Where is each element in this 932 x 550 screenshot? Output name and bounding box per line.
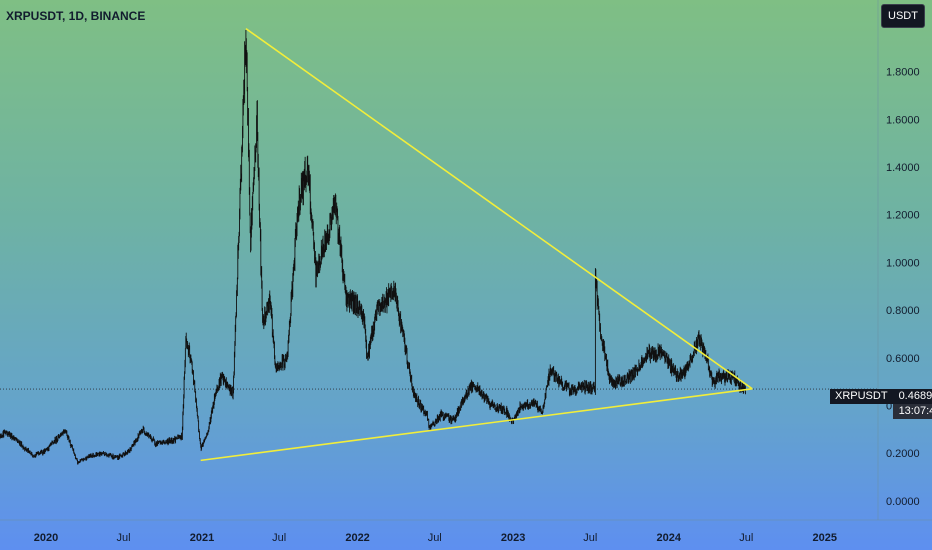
price-tick-label: 0.0000: [886, 496, 920, 508]
time-tick-label: Jul: [583, 532, 597, 544]
time-axis[interactable]: 2020 Jul 2021 Jul 2022 Jul 2023 Jul 2024 Jul 2025: [34, 532, 837, 544]
time-tick-label: Jul: [428, 532, 442, 544]
time-tick-label: 2023: [501, 532, 525, 544]
time-tick-label: Jul: [117, 532, 131, 544]
price-tag-value: 0.4689: [893, 389, 932, 404]
currency-button[interactable]: USDT: [881, 4, 925, 28]
price-tick-label: 0.8000: [886, 305, 920, 317]
trendline[interactable]: [246, 29, 752, 389]
price-tag-symbol: XRPUSDT: [830, 389, 893, 404]
symbol-title: XRPUSDT, 1D, BINANCE: [6, 9, 145, 23]
triangle-trendlines[interactable]: [201, 29, 753, 461]
time-tick-label: 2020: [34, 532, 58, 544]
price-tick-label: 0.2000: [886, 448, 920, 460]
time-tick-label: 2025: [812, 532, 836, 544]
time-tick-label: 2022: [345, 532, 369, 544]
last-price-tag: XRPUSDT 0.4689 13:07:47: [830, 389, 932, 419]
time-tick-label: Jul: [272, 532, 286, 544]
time-tick-label: 2024: [656, 532, 681, 544]
price-tick-label: 1.6000: [886, 114, 920, 126]
price-tick-label: 0.6000: [886, 353, 920, 365]
price-series: [0, 30, 745, 465]
time-tick-label: Jul: [739, 532, 753, 544]
price-axis[interactable]: 0.00000.20000.40000.60000.80001.00001.20…: [886, 19, 920, 508]
price-tick-label: 1.4000: [886, 162, 920, 174]
price-tick-label: 1.2000: [886, 210, 920, 222]
time-tick-label: 2021: [190, 532, 214, 544]
candle-countdown: 13:07:47: [893, 404, 932, 419]
price-tick-label: 1.8000: [886, 67, 920, 79]
price-tick-label: 1.0000: [886, 257, 920, 269]
trendline[interactable]: [201, 389, 753, 461]
